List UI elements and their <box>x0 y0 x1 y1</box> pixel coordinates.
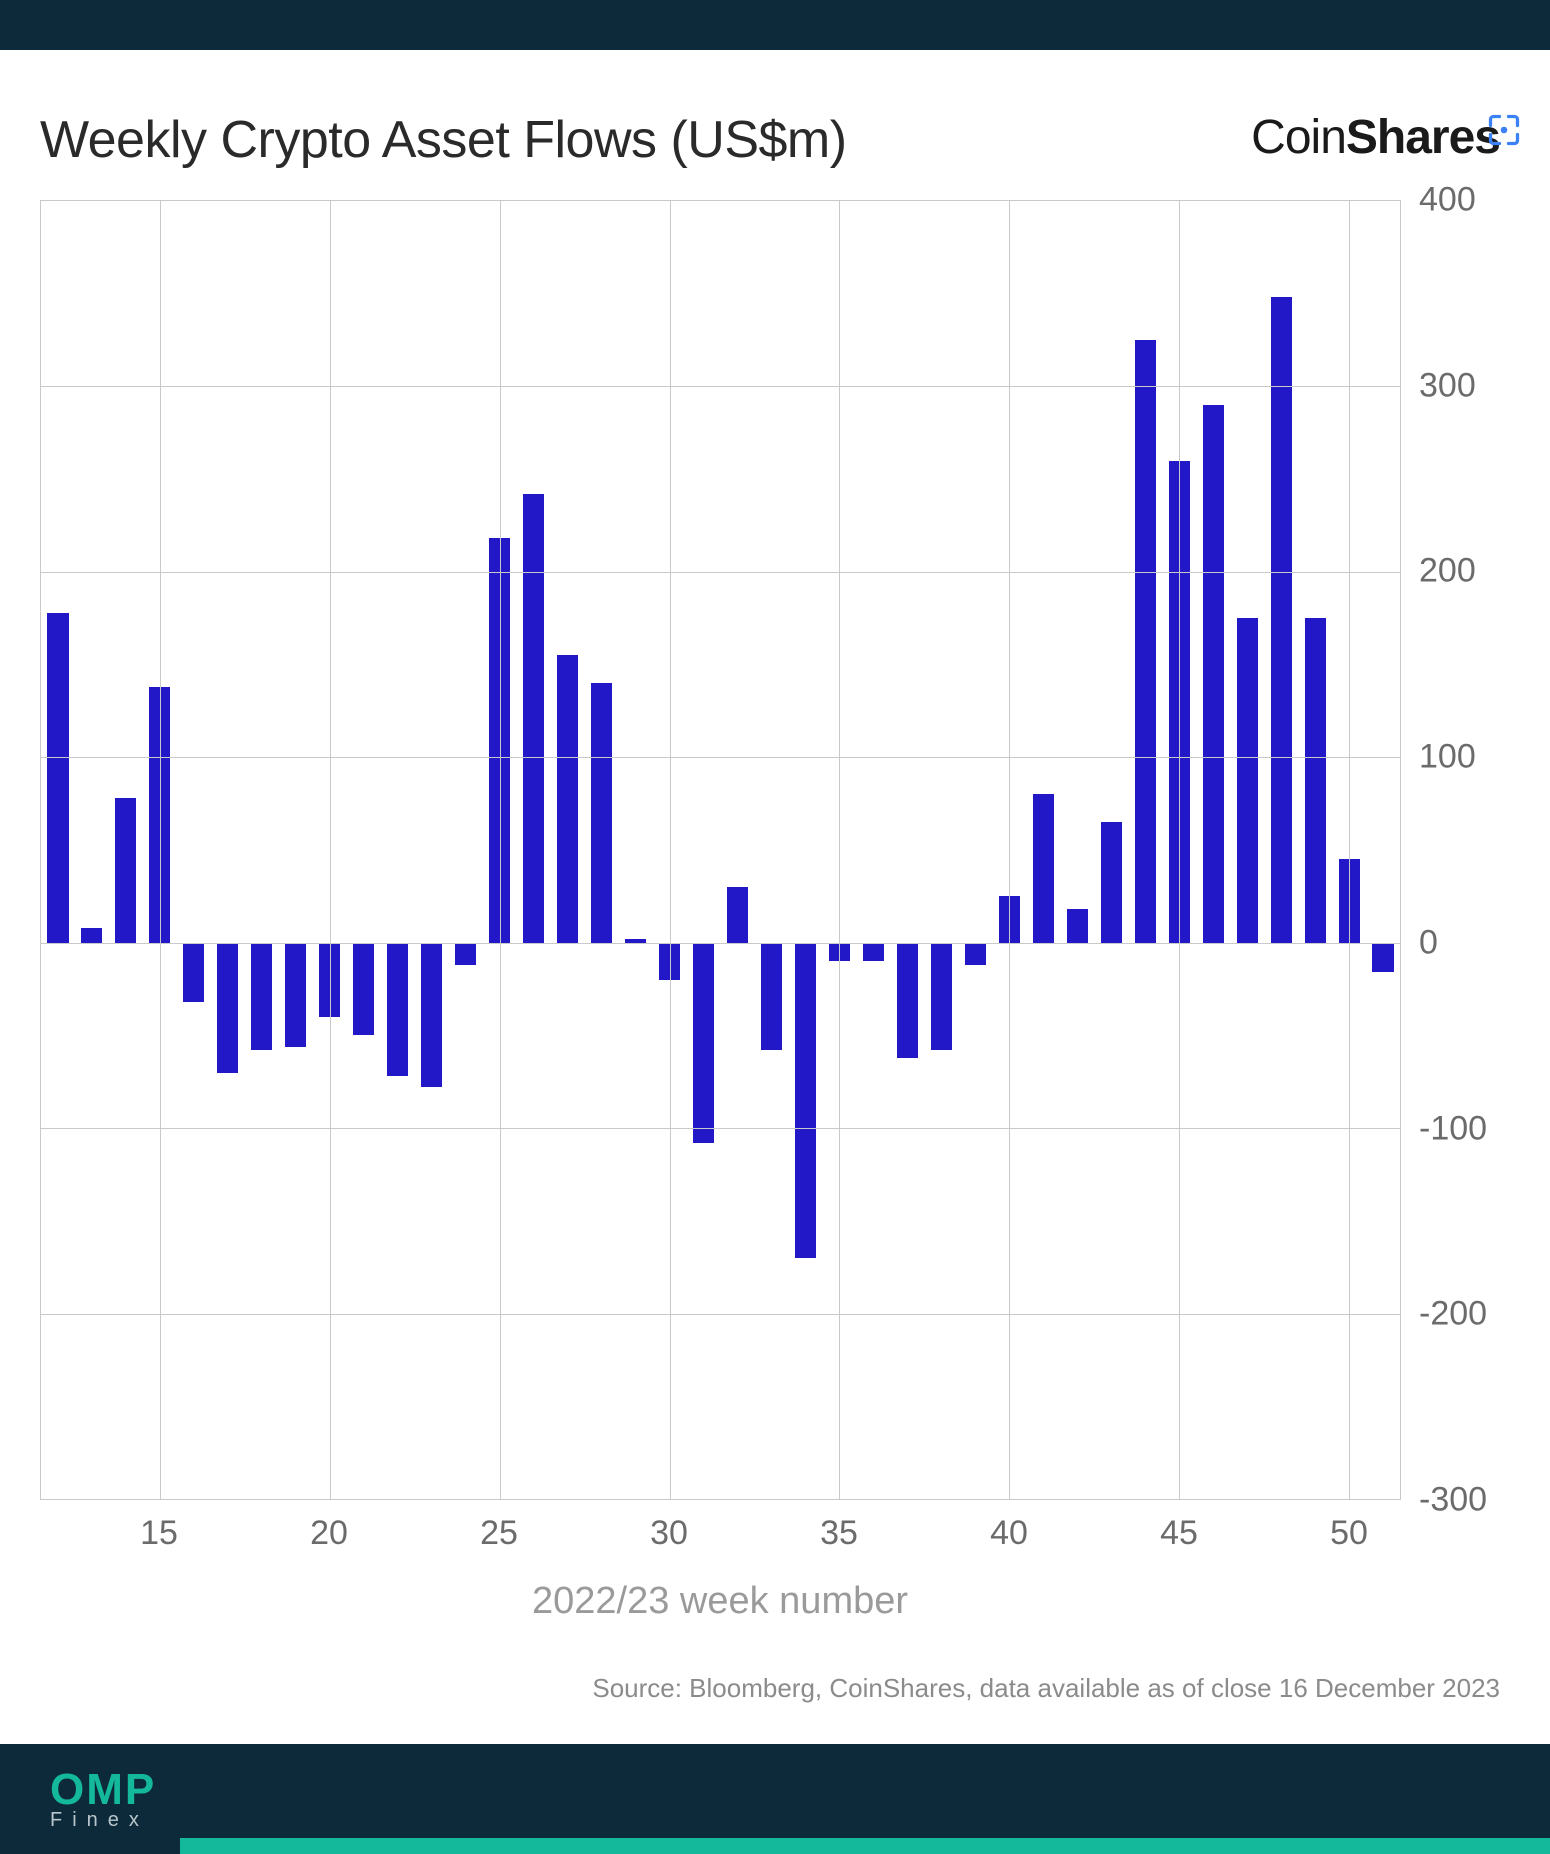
bar <box>693 943 714 1143</box>
h-gridline <box>41 572 1400 573</box>
y-tick-label: -200 <box>1419 1295 1487 1334</box>
bar <box>115 798 136 943</box>
bar <box>557 655 578 942</box>
bar <box>897 943 918 1058</box>
x-tick-label: 50 <box>1330 1514 1368 1553</box>
bar <box>1372 943 1393 973</box>
v-gridline <box>1179 201 1180 1499</box>
h-gridline <box>41 1314 1400 1315</box>
footer-logo-main: OMP <box>50 1765 156 1814</box>
zero-line <box>41 943 1400 944</box>
bar <box>931 943 952 1051</box>
bar <box>1135 340 1156 943</box>
x-tick-label: 20 <box>310 1514 348 1553</box>
v-gridline <box>839 201 840 1499</box>
bars-layer <box>41 201 1400 1499</box>
x-tick-label: 40 <box>990 1514 1028 1553</box>
bar <box>1271 297 1292 942</box>
y-tick-label: 300 <box>1419 366 1476 405</box>
y-tick-label: -100 <box>1419 1109 1487 1148</box>
v-gridline <box>1009 201 1010 1499</box>
x-tick-label: 25 <box>480 1514 518 1553</box>
bar <box>1033 794 1054 942</box>
v-gridline <box>160 201 161 1499</box>
bar <box>1101 822 1122 943</box>
v-gridline <box>670 201 671 1499</box>
bar <box>217 943 238 1073</box>
bar <box>47 613 68 943</box>
x-tick-label: 30 <box>650 1514 688 1553</box>
plot-area <box>40 200 1400 1500</box>
chart-card: Weekly Crypto Asset Flows (US$m) CoinSha… <box>0 50 1550 1744</box>
chart-header: Weekly Crypto Asset Flows (US$m) CoinSha… <box>40 110 1510 200</box>
footer-logo: OMP Finex <box>50 1768 156 1830</box>
v-gridline <box>1349 201 1350 1499</box>
bar <box>81 928 102 943</box>
x-tick-label: 15 <box>140 1514 178 1553</box>
bar <box>761 943 782 1051</box>
bar <box>727 887 748 943</box>
bar <box>863 943 884 962</box>
bar <box>1067 909 1088 942</box>
y-tick-label: 100 <box>1419 738 1476 777</box>
footer: OMP Finex <box>0 1744 1550 1854</box>
bar <box>523 494 544 943</box>
h-gridline <box>41 386 1400 387</box>
bar <box>1203 405 1224 943</box>
bar <box>1305 618 1326 943</box>
bar <box>183 943 204 1002</box>
footer-logo-sub: Finex <box>50 1810 156 1830</box>
bar <box>251 943 272 1051</box>
brand-prefix: Coin <box>1251 111 1346 164</box>
y-axis: -300-200-1000100200300400 <box>1400 200 1510 1500</box>
x-tick-label: 35 <box>820 1514 858 1553</box>
source-text: Source: Bloomberg, CoinShares, data avai… <box>40 1673 1510 1704</box>
bar <box>795 943 816 1258</box>
brand-suffix: Shares <box>1346 111 1500 164</box>
y-tick-label: -300 <box>1419 1481 1487 1520</box>
y-tick-label: 400 <box>1419 181 1476 220</box>
bar <box>387 943 408 1077</box>
footer-accent-bar <box>180 1838 1550 1854</box>
top-bar <box>0 0 1550 50</box>
y-tick-label: 200 <box>1419 552 1476 591</box>
plot-wrap: -300-200-1000100200300400 <box>40 200 1510 1500</box>
expand-icon[interactable] <box>1486 112 1522 148</box>
x-axis: 15 20 25 30 35 40 45 50 <box>40 1500 1400 1560</box>
bar <box>455 943 476 965</box>
x-axis-title: 2022/23 week number <box>40 1580 1400 1623</box>
bar <box>285 943 306 1047</box>
h-gridline <box>41 757 1400 758</box>
chart-title: Weekly Crypto Asset Flows (US$m) <box>40 110 847 170</box>
brand-logo: CoinShares <box>1251 110 1500 165</box>
x-tick-label: 45 <box>1160 1514 1198 1553</box>
bar <box>591 683 612 943</box>
bar <box>421 943 442 1088</box>
y-tick-label: 0 <box>1419 923 1438 962</box>
bar <box>1237 618 1258 943</box>
bar <box>965 943 986 965</box>
bar <box>353 943 374 1036</box>
v-gridline <box>500 201 501 1499</box>
h-gridline <box>41 1128 1400 1129</box>
v-gridline <box>330 201 331 1499</box>
